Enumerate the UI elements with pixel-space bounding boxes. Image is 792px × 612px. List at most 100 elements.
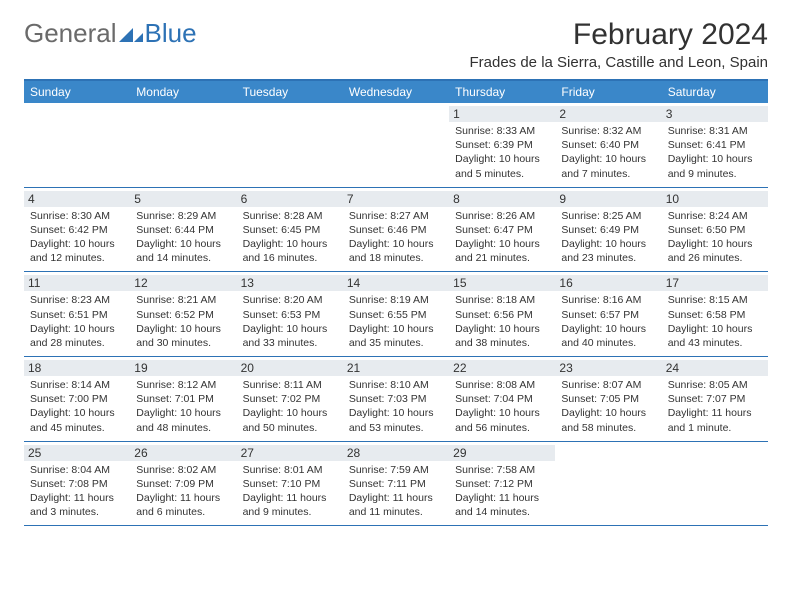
calendar-cell: 25 Sunrise: 8:04 AMSunset: 7:08 PMDayligh… (24, 442, 130, 526)
cell-detail: Daylight: 10 hours (561, 152, 655, 166)
cell-detail: Sunrise: 8:20 AM (243, 293, 337, 307)
cell-detail: and 28 minutes. (30, 336, 124, 350)
day-header-row: Sunday Monday Tuesday Wednesday Thursday… (24, 81, 768, 103)
cell-detail: Sunrise: 8:01 AM (243, 463, 337, 477)
cell-detail: Sunrise: 8:23 AM (30, 293, 124, 307)
cell-detail: Daylight: 10 hours (561, 237, 655, 251)
cell-detail: Sunset: 6:46 PM (349, 223, 443, 237)
cell-detail: Daylight: 11 hours (668, 406, 762, 420)
cell-detail: and 9 minutes. (243, 505, 337, 519)
cell-detail: Daylight: 11 hours (243, 491, 337, 505)
calendar-cell: 28Sunrise: 7:59 AMSunset: 7:11 PMDayligh… (343, 442, 449, 526)
calendar-cell: 13Sunrise: 8:20 AMSunset: 6:53 PMDayligh… (237, 272, 343, 356)
calendar-cell (24, 103, 130, 187)
location-label: Frades de la Sierra, Castille and Leon, … (469, 54, 768, 71)
cell-detail: Sunset: 6:50 PM (668, 223, 762, 237)
day-number (130, 106, 236, 122)
cell-detail: Sunset: 6:39 PM (455, 138, 549, 152)
weeks-container: 1Sunrise: 8:33 AMSunset: 6:39 PMDaylight… (24, 103, 768, 526)
cell-detail: Daylight: 10 hours (136, 406, 230, 420)
calendar-cell: 10Sunrise: 8:24 AMSunset: 6:50 PMDayligh… (662, 188, 768, 272)
day-header-fri: Friday (555, 81, 661, 103)
cell-detail: Sunset: 6:40 PM (561, 138, 655, 152)
cell-detail: and 18 minutes. (349, 251, 443, 265)
calendar-cell: 3Sunrise: 8:31 AMSunset: 6:41 PMDaylight… (662, 103, 768, 187)
day-header-mon: Monday (130, 81, 236, 103)
day-header-thu: Thursday (449, 81, 555, 103)
cell-detail: and 30 minutes. (136, 336, 230, 350)
cell-detail: Sunrise: 7:59 AM (349, 463, 443, 477)
cell-detail: Daylight: 10 hours (30, 322, 124, 336)
cell-detail: Sunset: 6:58 PM (668, 308, 762, 322)
day-number: 12 (130, 275, 236, 291)
cell-detail: Daylight: 10 hours (455, 322, 549, 336)
cell-detail: and 3 minutes. (30, 505, 124, 519)
day-number: 2 (555, 106, 661, 122)
cell-detail: Daylight: 11 hours (30, 491, 124, 505)
cell-detail: and 14 minutes. (136, 251, 230, 265)
cell-detail: Sunrise: 8:14 AM (30, 378, 124, 392)
cell-detail: Daylight: 10 hours (455, 152, 549, 166)
cell-detail: Sunset: 6:52 PM (136, 308, 230, 322)
calendar-cell: 5Sunrise: 8:29 AMSunset: 6:44 PMDaylight… (130, 188, 236, 272)
cell-detail: Sunrise: 8:16 AM (561, 293, 655, 307)
cell-detail: Sunset: 7:03 PM (349, 392, 443, 406)
cell-detail: Sunrise: 8:24 AM (668, 209, 762, 223)
calendar-cell: 29Sunrise: 7:58 AMSunset: 7:12 PMDayligh… (449, 442, 555, 526)
cell-detail: Sunset: 7:11 PM (349, 477, 443, 491)
day-number (662, 445, 768, 461)
cell-detail: Daylight: 10 hours (561, 322, 655, 336)
day-number: 17 (662, 275, 768, 291)
logo: General Blue (24, 18, 197, 49)
calendar-cell: 1Sunrise: 8:33 AMSunset: 6:39 PMDaylight… (449, 103, 555, 187)
cell-detail: Sunset: 7:02 PM (243, 392, 337, 406)
cell-detail: Daylight: 10 hours (30, 237, 124, 251)
day-number: 10 (662, 191, 768, 207)
calendar-cell: 6Sunrise: 8:28 AMSunset: 6:45 PMDaylight… (237, 188, 343, 272)
day-number: 6 (237, 191, 343, 207)
calendar-cell: 8Sunrise: 8:26 AMSunset: 6:47 PMDaylight… (449, 188, 555, 272)
calendar-cell: 19Sunrise: 8:12 AMSunset: 7:01 PMDayligh… (130, 357, 236, 441)
cell-detail: Sunrise: 8:19 AM (349, 293, 443, 307)
week-row: 18Sunrise: 8:14 AMSunset: 7:00 PMDayligh… (24, 357, 768, 442)
cell-detail: Sunset: 7:01 PM (136, 392, 230, 406)
cell-detail: Sunrise: 8:04 AM (30, 463, 124, 477)
cell-detail: Sunset: 7:08 PM (30, 477, 124, 491)
day-number: 25 (24, 445, 130, 461)
day-number: 5 (130, 191, 236, 207)
calendar-cell: 27Sunrise: 8:01 AMSunset: 7:10 PMDayligh… (237, 442, 343, 526)
cell-detail: Sunset: 6:56 PM (455, 308, 549, 322)
logo-triangle-icon (119, 24, 143, 44)
cell-detail: Daylight: 10 hours (349, 406, 443, 420)
cell-detail: Sunset: 6:45 PM (243, 223, 337, 237)
cell-detail: and 9 minutes. (668, 167, 762, 181)
day-header-tue: Tuesday (237, 81, 343, 103)
cell-detail: Daylight: 10 hours (455, 406, 549, 420)
day-number: 14 (343, 275, 449, 291)
cell-detail: and 11 minutes. (349, 505, 443, 519)
cell-detail: Sunrise: 8:32 AM (561, 124, 655, 138)
calendar-cell: 17Sunrise: 8:15 AMSunset: 6:58 PMDayligh… (662, 272, 768, 356)
cell-detail: Sunset: 6:42 PM (30, 223, 124, 237)
calendar-cell: 7Sunrise: 8:27 AMSunset: 6:46 PMDaylight… (343, 188, 449, 272)
calendar-cell: 14Sunrise: 8:19 AMSunset: 6:55 PMDayligh… (343, 272, 449, 356)
cell-detail: Daylight: 10 hours (668, 322, 762, 336)
cell-detail: and 21 minutes. (455, 251, 549, 265)
day-number (555, 445, 661, 461)
day-number: 16 (555, 275, 661, 291)
calendar-cell: 16Sunrise: 8:16 AMSunset: 6:57 PMDayligh… (555, 272, 661, 356)
calendar-cell: 23Sunrise: 8:07 AMSunset: 7:05 PMDayligh… (555, 357, 661, 441)
cell-detail: Daylight: 10 hours (136, 322, 230, 336)
cell-detail: Sunrise: 7:58 AM (455, 463, 549, 477)
cell-detail: and 6 minutes. (136, 505, 230, 519)
cell-detail: Sunrise: 8:21 AM (136, 293, 230, 307)
day-number: 13 (237, 275, 343, 291)
day-number: 20 (237, 360, 343, 376)
cell-detail: Sunrise: 8:33 AM (455, 124, 549, 138)
day-number: 22 (449, 360, 555, 376)
cell-detail: and 35 minutes. (349, 336, 443, 350)
cell-detail: Daylight: 10 hours (561, 406, 655, 420)
calendar-cell: 2 Sunrise: 8:32 AMSunset: 6:40 PMDaylight… (555, 103, 661, 187)
day-number: 26 (130, 445, 236, 461)
calendar-cell: 12 Sunrise: 8:21 AMSunset: 6:52 PMDayligh… (130, 272, 236, 356)
